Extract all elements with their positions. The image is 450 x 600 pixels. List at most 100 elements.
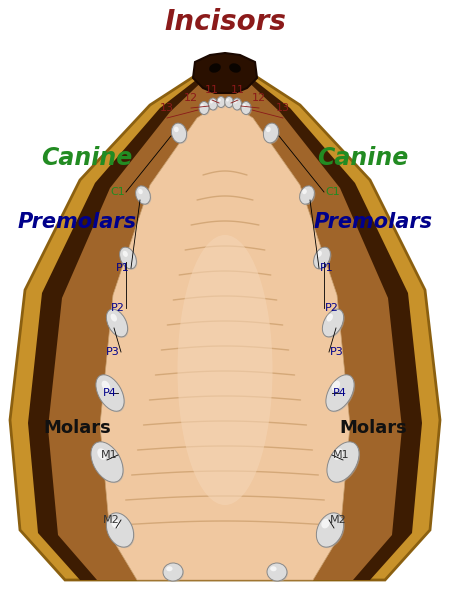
Ellipse shape bbox=[317, 251, 322, 257]
Text: M2: M2 bbox=[330, 515, 347, 525]
Ellipse shape bbox=[322, 309, 344, 337]
Polygon shape bbox=[48, 73, 402, 580]
Ellipse shape bbox=[120, 247, 136, 269]
Text: P3: P3 bbox=[106, 347, 120, 357]
Ellipse shape bbox=[210, 99, 219, 111]
Ellipse shape bbox=[316, 513, 344, 547]
Text: M1: M1 bbox=[100, 450, 117, 460]
Ellipse shape bbox=[137, 187, 151, 205]
Ellipse shape bbox=[314, 247, 330, 269]
Ellipse shape bbox=[199, 101, 209, 115]
Text: 13: 13 bbox=[276, 103, 290, 113]
Text: P4: P4 bbox=[333, 388, 347, 398]
Ellipse shape bbox=[315, 248, 331, 270]
Ellipse shape bbox=[229, 63, 241, 73]
Ellipse shape bbox=[264, 124, 279, 144]
Ellipse shape bbox=[301, 187, 315, 205]
Ellipse shape bbox=[121, 248, 137, 270]
Ellipse shape bbox=[300, 186, 315, 204]
Text: 11: 11 bbox=[231, 85, 245, 95]
Ellipse shape bbox=[326, 375, 354, 411]
Ellipse shape bbox=[218, 97, 226, 109]
Ellipse shape bbox=[321, 518, 330, 529]
Ellipse shape bbox=[108, 514, 135, 548]
Ellipse shape bbox=[164, 564, 184, 582]
Ellipse shape bbox=[96, 375, 124, 411]
Text: C1: C1 bbox=[325, 187, 340, 197]
Ellipse shape bbox=[91, 442, 123, 482]
Text: Canine: Canine bbox=[317, 146, 409, 170]
Ellipse shape bbox=[97, 376, 125, 412]
Text: Molars: Molars bbox=[43, 419, 111, 437]
Polygon shape bbox=[10, 68, 440, 580]
Ellipse shape bbox=[172, 124, 188, 144]
Text: Molars: Molars bbox=[339, 419, 407, 437]
Ellipse shape bbox=[327, 442, 359, 482]
Ellipse shape bbox=[333, 448, 343, 460]
Ellipse shape bbox=[268, 564, 288, 582]
Ellipse shape bbox=[267, 563, 287, 581]
Ellipse shape bbox=[166, 566, 173, 571]
Ellipse shape bbox=[225, 97, 233, 107]
Text: 12: 12 bbox=[252, 93, 266, 103]
Text: P2: P2 bbox=[325, 303, 339, 313]
Ellipse shape bbox=[108, 310, 129, 338]
Text: P2: P2 bbox=[111, 303, 125, 313]
Ellipse shape bbox=[328, 443, 360, 483]
Ellipse shape bbox=[138, 189, 143, 194]
Ellipse shape bbox=[97, 448, 107, 460]
Ellipse shape bbox=[270, 566, 277, 571]
Ellipse shape bbox=[263, 123, 279, 143]
Ellipse shape bbox=[210, 100, 213, 104]
Ellipse shape bbox=[243, 104, 246, 107]
Text: M2: M2 bbox=[103, 515, 120, 525]
Ellipse shape bbox=[332, 380, 340, 391]
Ellipse shape bbox=[266, 127, 271, 132]
Ellipse shape bbox=[234, 99, 243, 111]
Ellipse shape bbox=[177, 235, 273, 505]
Ellipse shape bbox=[217, 97, 225, 107]
Polygon shape bbox=[100, 100, 350, 580]
Ellipse shape bbox=[242, 103, 252, 115]
Text: P3: P3 bbox=[330, 347, 344, 357]
Ellipse shape bbox=[218, 98, 221, 101]
Ellipse shape bbox=[208, 98, 217, 110]
Ellipse shape bbox=[233, 98, 242, 110]
Ellipse shape bbox=[163, 563, 183, 581]
Polygon shape bbox=[193, 53, 257, 93]
Text: P4: P4 bbox=[103, 388, 117, 398]
Text: Premolars: Premolars bbox=[314, 212, 432, 232]
Ellipse shape bbox=[209, 63, 221, 73]
Ellipse shape bbox=[111, 518, 120, 529]
Ellipse shape bbox=[226, 97, 234, 109]
Ellipse shape bbox=[327, 314, 333, 322]
Ellipse shape bbox=[241, 101, 251, 115]
Ellipse shape bbox=[123, 251, 128, 257]
Ellipse shape bbox=[106, 513, 134, 547]
Text: M1: M1 bbox=[333, 450, 350, 460]
Text: Incisors: Incisors bbox=[164, 8, 286, 36]
Text: 13: 13 bbox=[160, 103, 174, 113]
Ellipse shape bbox=[201, 104, 204, 107]
Ellipse shape bbox=[92, 443, 124, 483]
Text: 11: 11 bbox=[205, 85, 219, 95]
Ellipse shape bbox=[234, 100, 237, 104]
Ellipse shape bbox=[111, 314, 117, 322]
Text: P1: P1 bbox=[320, 263, 334, 273]
Ellipse shape bbox=[106, 309, 128, 337]
Ellipse shape bbox=[135, 186, 150, 204]
Text: Premolars: Premolars bbox=[18, 212, 136, 232]
Ellipse shape bbox=[324, 310, 345, 338]
Text: Canine: Canine bbox=[41, 146, 133, 170]
Ellipse shape bbox=[317, 514, 345, 548]
Polygon shape bbox=[28, 70, 422, 580]
Ellipse shape bbox=[327, 376, 355, 412]
Ellipse shape bbox=[226, 98, 229, 101]
Text: P1: P1 bbox=[116, 263, 130, 273]
Text: C1: C1 bbox=[110, 187, 125, 197]
Ellipse shape bbox=[102, 380, 110, 391]
Ellipse shape bbox=[171, 123, 187, 143]
Ellipse shape bbox=[200, 103, 210, 115]
Ellipse shape bbox=[302, 189, 307, 194]
Text: 12: 12 bbox=[184, 93, 198, 103]
